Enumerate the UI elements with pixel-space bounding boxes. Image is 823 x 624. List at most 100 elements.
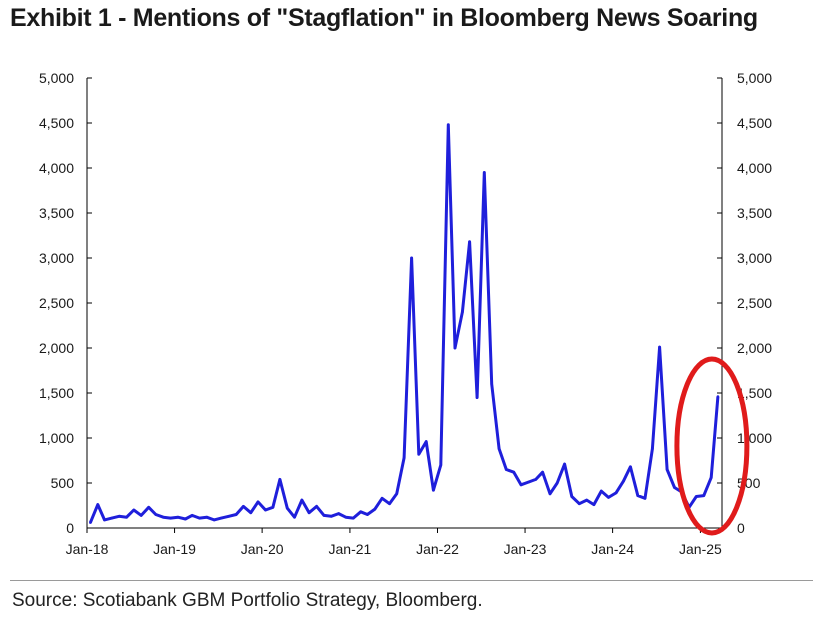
data-point (234, 513, 238, 516)
data-point (264, 508, 267, 512)
data-point (315, 505, 318, 508)
data-point (614, 491, 618, 495)
data-point (220, 516, 223, 520)
y-tick-label-left: 5,000 (39, 70, 74, 86)
y-axis-right-labels: 05001,0001,5002,0002,5003,0003,5004,0004… (737, 70, 772, 536)
x-tick-label: Jan-23 (504, 541, 547, 557)
x-tick-label: Jan-25 (679, 541, 722, 557)
x-tick-label: Jan-21 (329, 541, 372, 557)
data-point (534, 478, 538, 481)
data-point (329, 515, 333, 518)
data-point (410, 256, 413, 260)
y-tick-label-left: 2,000 (39, 340, 74, 356)
y-tick-label-left: 2,500 (39, 295, 74, 311)
data-point (497, 447, 501, 451)
data-point (548, 492, 552, 496)
data-point (286, 506, 289, 510)
data-point (402, 456, 406, 460)
data-point (359, 510, 363, 514)
data-point (366, 513, 369, 516)
data-point (665, 468, 669, 471)
data-point (388, 502, 391, 506)
data-point (352, 516, 355, 520)
data-point (271, 506, 275, 509)
data-point (592, 503, 596, 506)
x-tick-label: Jan-24 (591, 541, 634, 557)
data-point (212, 518, 216, 522)
data-point (190, 514, 194, 517)
data-point (205, 515, 208, 519)
y-tick-label-left: 1,500 (39, 385, 74, 401)
data-point (658, 345, 661, 349)
y-tick-label-right: 4,000 (737, 160, 772, 176)
y-tick-label-right: 2,000 (737, 340, 772, 356)
y-tick-label-left: 3,000 (39, 250, 74, 266)
data-point (322, 514, 326, 517)
data-point (125, 515, 128, 519)
x-tick-label: Jan-19 (153, 541, 196, 557)
y-tick-label-right: 4,500 (737, 115, 772, 131)
data-point (432, 488, 435, 492)
data-point (96, 503, 100, 506)
y-tick-label-right: 3,500 (737, 205, 772, 221)
y-tick-label-right: 0 (737, 520, 745, 536)
x-tick-label: Jan-18 (66, 541, 109, 557)
data-point (468, 240, 471, 244)
data-point (570, 495, 574, 498)
data-point (447, 123, 450, 127)
source-note: Source: Scotiabank GBM Portfolio Strateg… (12, 590, 483, 611)
y-tick-label-left: 4,500 (39, 115, 74, 131)
data-point (293, 515, 296, 519)
data-point (607, 496, 610, 499)
data-point (103, 518, 106, 522)
data-point (184, 517, 187, 521)
data-point (563, 462, 566, 466)
data-point (643, 497, 647, 500)
y-tick-label-right: 1,500 (737, 385, 772, 401)
data-point (702, 494, 706, 497)
divider (10, 580, 813, 581)
data-point (176, 515, 180, 519)
data-point (673, 486, 676, 489)
data-point (300, 498, 304, 502)
data-point (395, 492, 399, 496)
data-point (147, 506, 150, 509)
data-point (461, 310, 464, 314)
y-tick-label-left: 4,000 (39, 160, 74, 176)
data-point (512, 470, 516, 474)
data-point (110, 516, 114, 520)
data-point (541, 470, 544, 474)
x-axis-labels: Jan-18 Jan-19 Jan-20 Jan-21 Jan-22 Jan-23 Jan-… (66, 541, 722, 557)
data-point (651, 447, 654, 451)
data-point (139, 514, 143, 517)
data-point (198, 516, 201, 520)
data-point (278, 478, 282, 481)
data-point (490, 382, 494, 386)
data-point (380, 497, 384, 500)
data-point (519, 483, 523, 487)
y-tick-label-left: 0 (66, 520, 74, 536)
data-point (307, 511, 311, 514)
data-point (154, 513, 158, 516)
data-point (132, 508, 136, 512)
data-point (117, 515, 121, 518)
data-point (337, 512, 340, 515)
data-point (227, 515, 231, 518)
data-point (453, 346, 457, 350)
chart-title: Exhibit 1 - Mentions of "Stagflation" in… (10, 4, 758, 32)
x-tick-label: Jan-22 (416, 541, 459, 557)
data-point (709, 476, 713, 479)
data-point (505, 468, 508, 471)
data-point (716, 395, 720, 398)
data-point (578, 502, 581, 506)
data-point (373, 507, 377, 511)
y-tick-label-left: 500 (51, 475, 75, 491)
y-tick-label-left: 3,500 (39, 205, 74, 221)
y-tick-label-left: 1,000 (39, 430, 74, 446)
x-tick-label: Jan-20 (241, 541, 284, 557)
data-point (622, 479, 625, 483)
data-point (527, 480, 530, 484)
y-tick-label-right: 3,000 (737, 250, 772, 266)
data-point (89, 521, 92, 524)
data-point (695, 495, 698, 498)
